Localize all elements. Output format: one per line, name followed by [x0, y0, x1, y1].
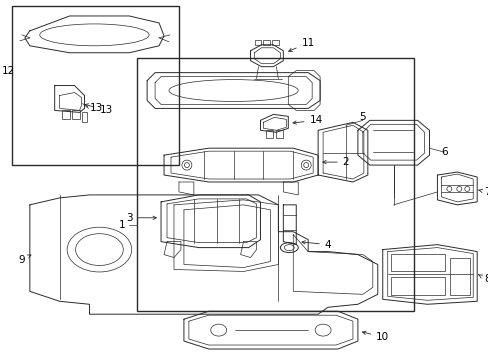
- Bar: [272, 40, 279, 45]
- Bar: [81, 112, 87, 122]
- Text: 10: 10: [362, 331, 388, 342]
- Bar: [390, 278, 445, 295]
- Text: 1: 1: [119, 220, 126, 230]
- Text: 4: 4: [301, 240, 331, 249]
- Text: 13: 13: [89, 103, 102, 113]
- Bar: [71, 111, 80, 120]
- Text: 6: 6: [440, 147, 447, 157]
- Text: 8: 8: [478, 274, 488, 284]
- Bar: [61, 111, 69, 120]
- Bar: [276, 130, 283, 138]
- Text: 3: 3: [126, 213, 156, 223]
- Text: 14: 14: [292, 115, 322, 125]
- Text: 5: 5: [359, 112, 366, 122]
- Text: 2: 2: [322, 157, 348, 167]
- Bar: [254, 40, 261, 45]
- Text: 9: 9: [19, 255, 31, 265]
- Bar: [390, 253, 445, 271]
- Text: 11: 11: [288, 38, 314, 51]
- Text: 7: 7: [477, 187, 488, 197]
- Bar: [12, 6, 179, 165]
- Bar: [263, 40, 270, 45]
- Text: 13: 13: [85, 104, 112, 116]
- Bar: [266, 130, 273, 138]
- Bar: [449, 257, 469, 295]
- Text: 12: 12: [2, 66, 15, 76]
- Bar: [137, 58, 413, 311]
